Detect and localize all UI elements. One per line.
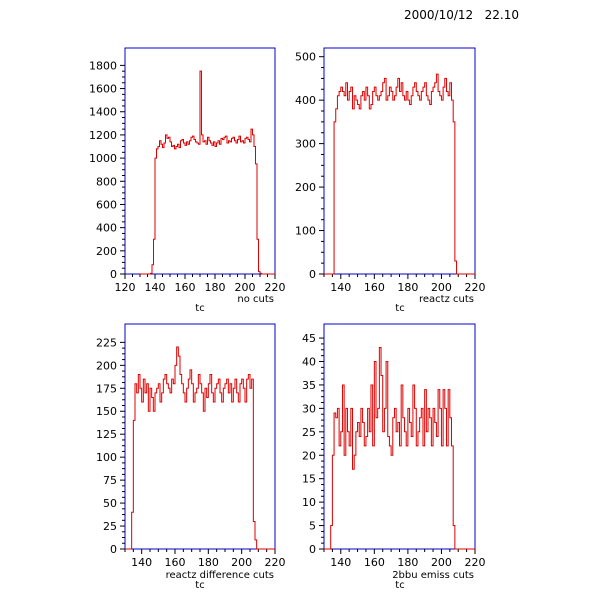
y-tick-label: 225 xyxy=(96,336,117,349)
x-tick-label: 160 xyxy=(175,281,196,294)
y-tick-label: 0 xyxy=(309,268,316,281)
y-tick-label: 100 xyxy=(96,451,117,464)
y-tick-label: 200 xyxy=(96,359,117,372)
y-tick-label: 20 xyxy=(302,449,316,462)
x-tick-label: 220 xyxy=(465,556,486,569)
y-tick-label: 400 xyxy=(295,94,316,107)
histogram-series xyxy=(125,346,275,550)
x-tick-label: 140 xyxy=(330,556,351,569)
x-tick-label: 220 xyxy=(265,281,286,294)
y-tick-label: 0 xyxy=(309,543,316,556)
y-tick-label: 35 xyxy=(302,379,316,392)
y-tick-label: 15 xyxy=(302,473,316,486)
y-tick-label: 500 xyxy=(295,51,316,64)
y-tick-label: 125 xyxy=(96,428,117,441)
x-tick-label: 120 xyxy=(115,281,136,294)
x-tick-label: 160 xyxy=(364,556,385,569)
y-tick-label: 25 xyxy=(103,520,117,533)
x-tick-label: 220 xyxy=(465,281,486,294)
histogram-series xyxy=(324,346,475,550)
x-axis-label: tc xyxy=(395,580,404,591)
y-tick-label: 200 xyxy=(295,181,316,194)
y-tick-label: 100 xyxy=(295,225,316,238)
y-tick-label: 200 xyxy=(96,245,117,258)
x-tick-label: 180 xyxy=(198,556,219,569)
plot-title: reactz cuts xyxy=(419,294,474,305)
y-tick-label: 5 xyxy=(309,520,316,533)
x-tick-label: 200 xyxy=(431,281,452,294)
x-tick-label: 160 xyxy=(364,281,385,294)
datestamp: 2000/10/12 22.10 xyxy=(404,8,519,22)
y-tick-label: 45 xyxy=(302,332,316,345)
y-tick-label: 25 xyxy=(302,426,316,439)
y-tick-label: 800 xyxy=(96,175,117,188)
y-tick-label: 50 xyxy=(103,497,117,510)
y-tick-label: 75 xyxy=(103,474,117,487)
y-tick-label: 150 xyxy=(96,405,117,418)
x-tick-label: 140 xyxy=(145,281,166,294)
x-tick-label: 140 xyxy=(131,556,152,569)
histogram-series xyxy=(324,73,475,275)
y-tick-label: 300 xyxy=(295,138,316,151)
histogram-series xyxy=(140,70,275,275)
y-tick-label: 0 xyxy=(110,268,117,281)
x-tick-label: 180 xyxy=(397,281,418,294)
x-axis-label: tc xyxy=(395,303,404,314)
y-tick-label: 600 xyxy=(96,198,117,211)
y-tick-label: 1600 xyxy=(89,83,117,96)
x-tick-label: 200 xyxy=(235,281,256,294)
y-tick-label: 1000 xyxy=(89,152,117,165)
y-tick-label: 1200 xyxy=(89,129,117,142)
x-tick-label: 220 xyxy=(265,556,286,569)
x-axis-label: tc xyxy=(195,303,204,314)
y-tick-label: 10 xyxy=(302,496,316,509)
y-tick-label: 30 xyxy=(302,402,316,415)
y-tick-label: 1800 xyxy=(89,59,117,72)
y-tick-label: 1400 xyxy=(89,106,117,119)
x-tick-label: 180 xyxy=(397,556,418,569)
plot-frame xyxy=(124,323,276,550)
x-tick-label: 200 xyxy=(431,556,452,569)
y-tick-label: 400 xyxy=(96,222,117,235)
x-tick-label: 140 xyxy=(330,281,351,294)
y-tick-label: 0 xyxy=(110,543,117,556)
plot-title: no cuts xyxy=(237,294,274,305)
x-tick-label: 200 xyxy=(231,556,252,569)
y-tick-label: 175 xyxy=(96,382,117,395)
x-tick-label: 160 xyxy=(165,556,186,569)
plot-title: 2bbu emiss cuts xyxy=(392,570,474,581)
x-tick-label: 180 xyxy=(205,281,226,294)
plot-title: reactz difference cuts xyxy=(166,570,274,581)
y-tick-label: 40 xyxy=(302,356,316,369)
x-axis-label: tc xyxy=(195,580,204,591)
